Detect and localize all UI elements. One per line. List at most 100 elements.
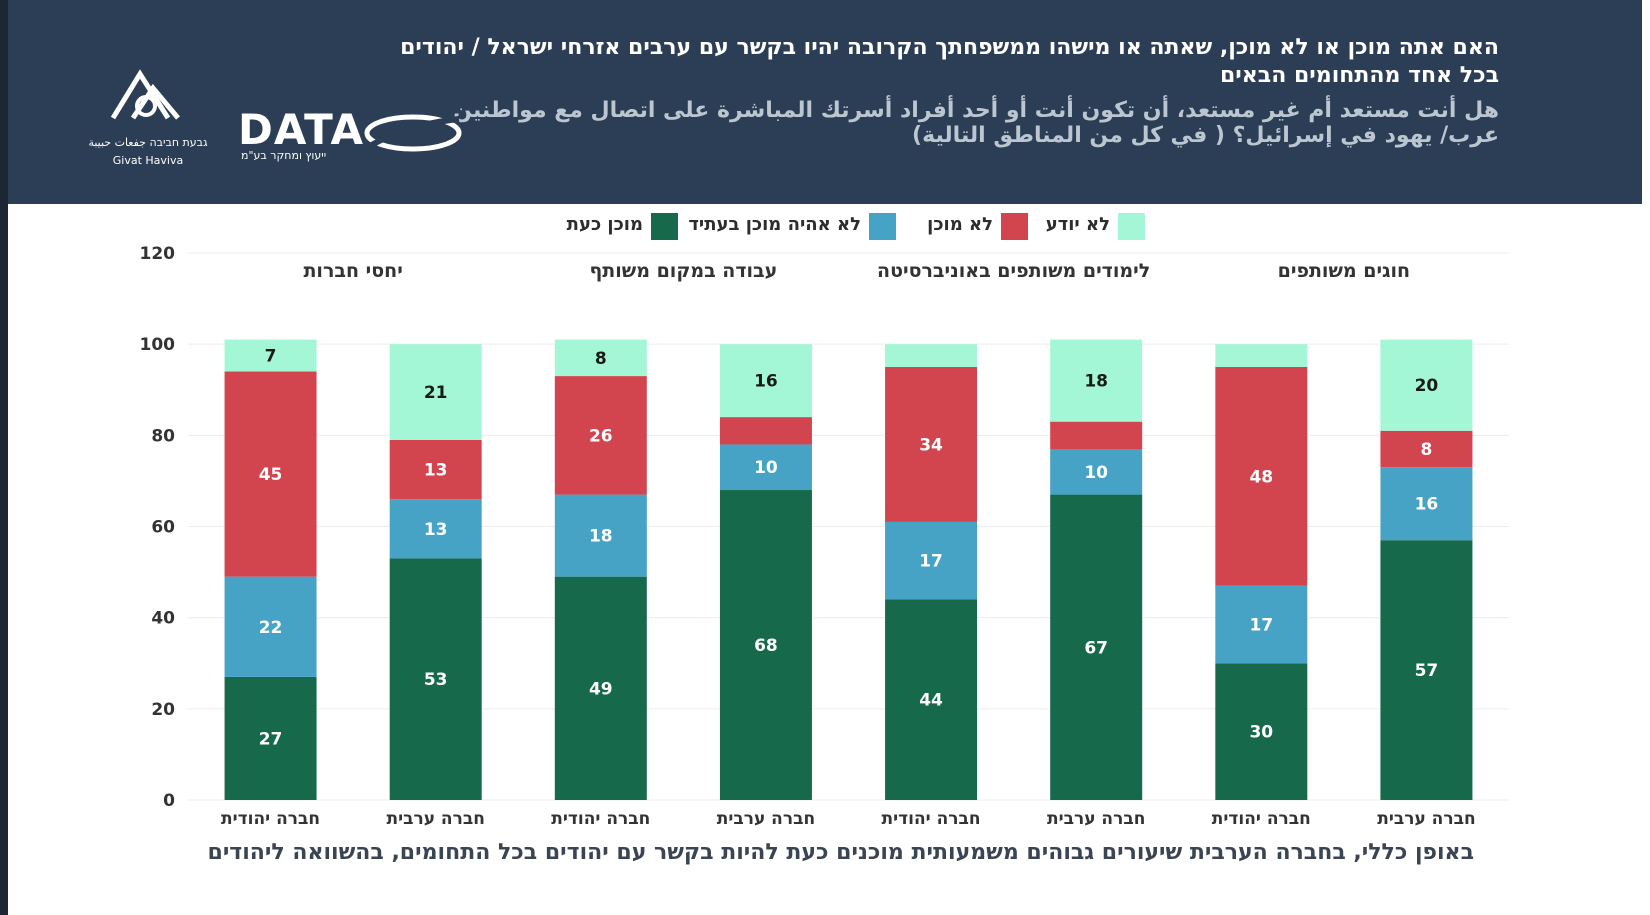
- bar-segment-not-ready-future: [1215, 585, 1308, 664]
- bar-segment-not-ready-future: [554, 494, 647, 577]
- givat-haviva-name-he: גבעת חביבה جفعات حبيبة: [88, 136, 208, 149]
- data-label: 13: [424, 461, 448, 481]
- category-title: לימודים משותפים באוניברסיטה: [877, 260, 1150, 282]
- bar-segment-not-ready: [1380, 430, 1473, 468]
- bar-segment-ready-now: [1050, 494, 1143, 800]
- legend-item-not-ready-future: לא אהיה מוכן בעתיד: [686, 212, 896, 240]
- givat-haviva-emblem-icon: [110, 69, 180, 120]
- data-label: 16: [1415, 495, 1439, 515]
- y-tick-label: 100: [140, 335, 176, 355]
- data-label: 21: [424, 383, 448, 403]
- bar-segment-dont-know: [554, 339, 647, 377]
- bar-segment-dont-know: [1050, 339, 1143, 422]
- data-label: 8: [595, 349, 607, 369]
- y-tick-label: 60: [151, 518, 175, 538]
- x-axis-label: חברה ערבית: [1047, 809, 1145, 829]
- bar-segment-ready-now: [885, 599, 978, 800]
- legend-swatch-ready-now: [651, 213, 678, 240]
- data-label: 68: [754, 636, 778, 656]
- data-label: 16: [754, 372, 778, 392]
- x-axis-label: חברה יהודית: [551, 809, 650, 829]
- data-logo-swoosh-icon: [363, 114, 462, 152]
- givat-haviva-logo: גבעת חביבה جفعات حبيبة Givat Haviva: [78, 66, 218, 176]
- x-axis-label: חברה ערבית: [717, 809, 815, 829]
- legend-swatch-not-ready: [1001, 213, 1028, 240]
- bar-segment-ready-now: [1215, 663, 1308, 800]
- bar-segment-not-ready: [389, 439, 482, 500]
- bar-segment-not-ready: [1215, 366, 1308, 586]
- bar-segment-not-ready-future: [885, 521, 978, 600]
- x-axis-label: חברה ערבית: [386, 809, 484, 829]
- legend-label-not-ready: לא מוכן: [927, 214, 993, 235]
- legend-label-dont-know: לא יודע: [1045, 214, 1110, 235]
- bar-segment-ready-now: [224, 676, 317, 800]
- data-label: 53: [424, 670, 448, 690]
- data-label: 10: [754, 458, 778, 478]
- data-label: 48: [1249, 467, 1273, 487]
- x-axis-label: חברה יהודית: [221, 809, 320, 829]
- bar-segment-not-ready: [1050, 421, 1143, 450]
- data-label: 18: [589, 527, 613, 547]
- category-title: חוגים משותפים: [1278, 260, 1410, 282]
- legend-item-ready-now: מוכן כעת: [553, 212, 678, 240]
- bar-segment-not-ready-future: [1050, 449, 1143, 495]
- category-title: עבודה במקום משותף: [589, 260, 777, 282]
- y-tick-label: 0: [163, 791, 175, 811]
- bar-segment-not-ready-future: [1380, 467, 1473, 541]
- data-label: 20: [1415, 376, 1439, 396]
- data-label: 49: [589, 679, 613, 699]
- givat-haviva-name-en: Givat Haviva: [112, 154, 184, 167]
- x-axis-label: חברה יהודית: [882, 809, 981, 829]
- legend-label-not-ready-future: לא אהיה מוכן בעתיד: [688, 214, 861, 235]
- bar-segment-not-ready-future: [224, 576, 317, 677]
- data-label: 30: [1249, 723, 1273, 743]
- y-tick-label: 120: [140, 244, 176, 264]
- data-label: 57: [1415, 661, 1439, 681]
- bar-segment-not-ready: [554, 376, 647, 495]
- right-border: [1642, 0, 1650, 915]
- bar-segment-ready-now: [1380, 540, 1473, 800]
- bar-segment-dont-know: [1380, 339, 1473, 431]
- data-label: 27: [259, 729, 283, 749]
- x-axis-label: חברה יהודית: [1212, 809, 1311, 829]
- legend-swatch-not-ready-future: [869, 213, 896, 240]
- bar-segment-dont-know: [1215, 344, 1308, 367]
- data-label: 26: [589, 426, 613, 446]
- data-label: 45: [259, 465, 283, 485]
- bar-segment-dont-know: [719, 344, 812, 418]
- x-axis-label: חברה ערבית: [1377, 809, 1475, 829]
- data-logo-subtitle: ייעוץ ומחקר בע"מ: [241, 149, 327, 162]
- question-hebrew: האם אתה מוכן או לא מוכן, שאתה או מישהו מ…: [400, 35, 1499, 88]
- legend-item-not-ready: לא מוכן: [916, 212, 1028, 240]
- data-label: 17: [1249, 616, 1273, 636]
- bar-segment-ready-now: [719, 490, 812, 800]
- bar-segment-not-ready: [885, 366, 978, 522]
- data-label: 10: [1084, 463, 1108, 483]
- header-banner: האם אתה מוכן או לא מוכן, שאתה או מישהו מ…: [8, 0, 1642, 204]
- bar-segment-not-ready: [224, 371, 317, 577]
- y-tick-label: 40: [151, 609, 175, 629]
- bar-segment-not-ready: [719, 417, 812, 445]
- data-logo: DATA ייעוץ ומחקר בע"מ: [233, 105, 473, 165]
- footer-conclusion: באופן כללי, בחברה הערבית שיעורים גבוהים …: [207, 840, 1475, 865]
- data-label: 17: [919, 552, 943, 572]
- bar-segment-dont-know: [224, 339, 317, 372]
- bar-segment-ready-now: [554, 576, 647, 800]
- bar-segment-not-ready-future: [389, 499, 482, 559]
- bar-segment-not-ready-future: [719, 444, 812, 491]
- left-border: [0, 0, 8, 915]
- data-label: 44: [919, 691, 943, 711]
- legend-swatch-dont-know: [1118, 213, 1145, 240]
- y-tick-label: 20: [151, 700, 175, 720]
- legend-item-dont-know: לא יודע: [1038, 212, 1145, 240]
- bar-segment-ready-now: [389, 558, 482, 800]
- data-label: 34: [919, 435, 943, 455]
- legend-label-ready-now: מוכן כעת: [566, 214, 643, 235]
- bar-segment-dont-know: [389, 344, 482, 440]
- data-label: 22: [259, 618, 283, 638]
- data-label: 7: [265, 347, 277, 367]
- y-tick-label: 80: [151, 426, 175, 446]
- data-label: 13: [424, 520, 448, 540]
